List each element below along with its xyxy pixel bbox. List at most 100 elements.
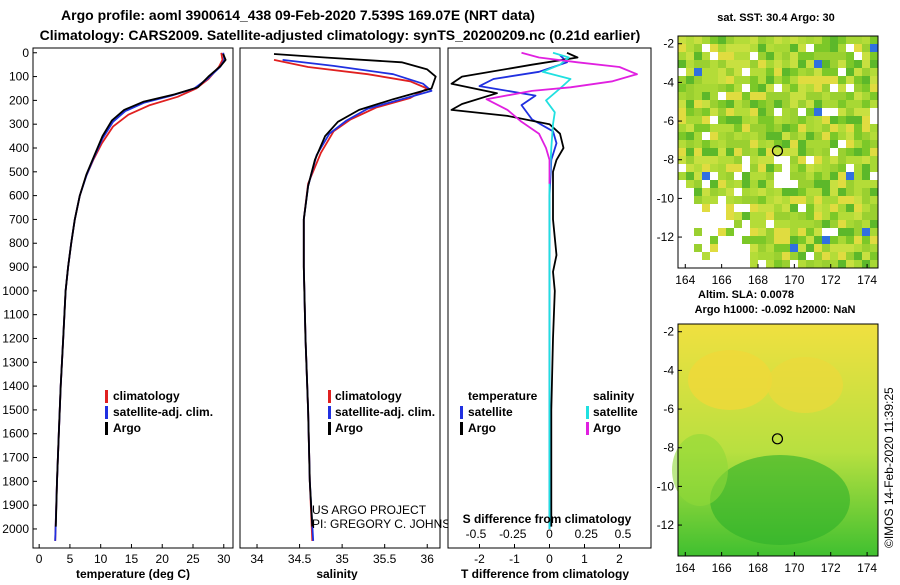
sst-cell [806, 204, 814, 212]
sst-cell [790, 44, 798, 52]
sst-cell [742, 156, 750, 164]
sst-cell [742, 260, 750, 268]
sst-cell [710, 228, 718, 236]
sst-cell [806, 244, 814, 252]
sst-cell [830, 100, 838, 108]
sst-cell [694, 140, 702, 148]
sst-cell [726, 100, 734, 108]
sst-cell [678, 100, 686, 108]
sst-cell [814, 44, 822, 52]
sst-cell [766, 188, 774, 196]
map-x-tick-label: 164 [675, 561, 695, 575]
sst-cell [854, 76, 862, 84]
sst-cell [846, 172, 854, 180]
sst-cell [870, 100, 878, 108]
sst-cell [710, 188, 718, 196]
sst-cell [862, 140, 870, 148]
sst-cell [798, 44, 806, 52]
sst-cell [718, 196, 726, 204]
sst-cell [710, 52, 718, 60]
sst-cell [726, 76, 734, 84]
sst-cell [726, 52, 734, 60]
sst-cell [862, 212, 870, 220]
sst-map-frame [677, 35, 879, 269]
title-line-2: Climatology: CARS2009. Satellite-adjuste… [40, 27, 641, 43]
sst-cell [846, 204, 854, 212]
sst-cell [814, 228, 822, 236]
sst-cell [702, 164, 710, 172]
sst-cell [742, 140, 750, 148]
sst-cell [790, 76, 798, 84]
sst-cell [814, 140, 822, 148]
sst-cell [726, 252, 734, 260]
sst-cell [870, 76, 878, 84]
sst-cell [766, 92, 774, 100]
sst-cell [782, 212, 790, 220]
sst-cell [750, 204, 758, 212]
depth-tick-label: 1800 [2, 474, 29, 488]
sst-cell [774, 180, 782, 188]
depth-tick-label: 1600 [2, 427, 29, 441]
sst-cell [686, 84, 694, 92]
legend-mark-satellite-adj [105, 406, 108, 419]
sst-cell [854, 36, 862, 44]
sst-cell [854, 124, 862, 132]
sst-cell [734, 52, 742, 60]
sst-cell [750, 228, 758, 236]
sst-cell [814, 236, 822, 244]
sst-cell [854, 92, 862, 100]
sst-cell [838, 180, 846, 188]
sst-cell [814, 180, 822, 188]
sst-cell [718, 84, 726, 92]
salinity-x-ticks: 34 34.5 35 35.5 36 [250, 544, 434, 566]
sst-cell [854, 172, 862, 180]
sst-cell [718, 52, 726, 60]
sst-cell [718, 116, 726, 124]
sst-cell [830, 60, 838, 68]
sst-cell [774, 228, 782, 236]
sst-cell [726, 220, 734, 228]
sst-cell [726, 188, 734, 196]
sst-cell [790, 172, 798, 180]
x-tick-label: 30 [217, 552, 231, 566]
sst-cell [742, 116, 750, 124]
sst-cell [830, 132, 838, 140]
sst-cell [862, 236, 870, 244]
sst-cell [694, 220, 702, 228]
series-line-s-argo [485, 51, 638, 184]
sst-cell [678, 204, 686, 212]
sst-cell [790, 164, 798, 172]
sst-cell [766, 76, 774, 84]
map-x-tick-label: 174 [857, 561, 877, 575]
sst-cell [790, 148, 798, 156]
sst-cell [782, 172, 790, 180]
sst-cell [806, 252, 814, 260]
sst-cell [814, 244, 822, 252]
sst-cell [854, 188, 862, 196]
sst-cell [718, 132, 726, 140]
sst-cell [678, 108, 686, 116]
sst-cell [838, 68, 846, 76]
sst-cell [782, 156, 790, 164]
sst-cell [822, 44, 830, 52]
sst-cell [702, 108, 710, 116]
title-line-1: Argo profile: aoml 3900614_438 09-Feb-20… [61, 7, 535, 23]
sst-cell [830, 180, 838, 188]
sst-cell [766, 100, 774, 108]
sst-cell [774, 132, 782, 140]
credit-project: US ARGO PROJECT [312, 503, 427, 517]
sst-cell [774, 116, 782, 124]
sst-cell [814, 68, 822, 76]
sst-cell [814, 124, 822, 132]
sst-cell [742, 148, 750, 156]
sst-cell [726, 180, 734, 188]
credit-pi: PI: GREGORY C. JOHNSON [312, 517, 468, 531]
sst-cell [686, 116, 694, 124]
map-y-tick-label: -2 [663, 325, 674, 339]
sst-cell [798, 260, 806, 268]
sst-cell [694, 44, 702, 52]
sst-cell [798, 220, 806, 228]
depth-tick-label: 1400 [2, 379, 29, 393]
sst-cell [710, 108, 718, 116]
sst-cell [790, 108, 798, 116]
